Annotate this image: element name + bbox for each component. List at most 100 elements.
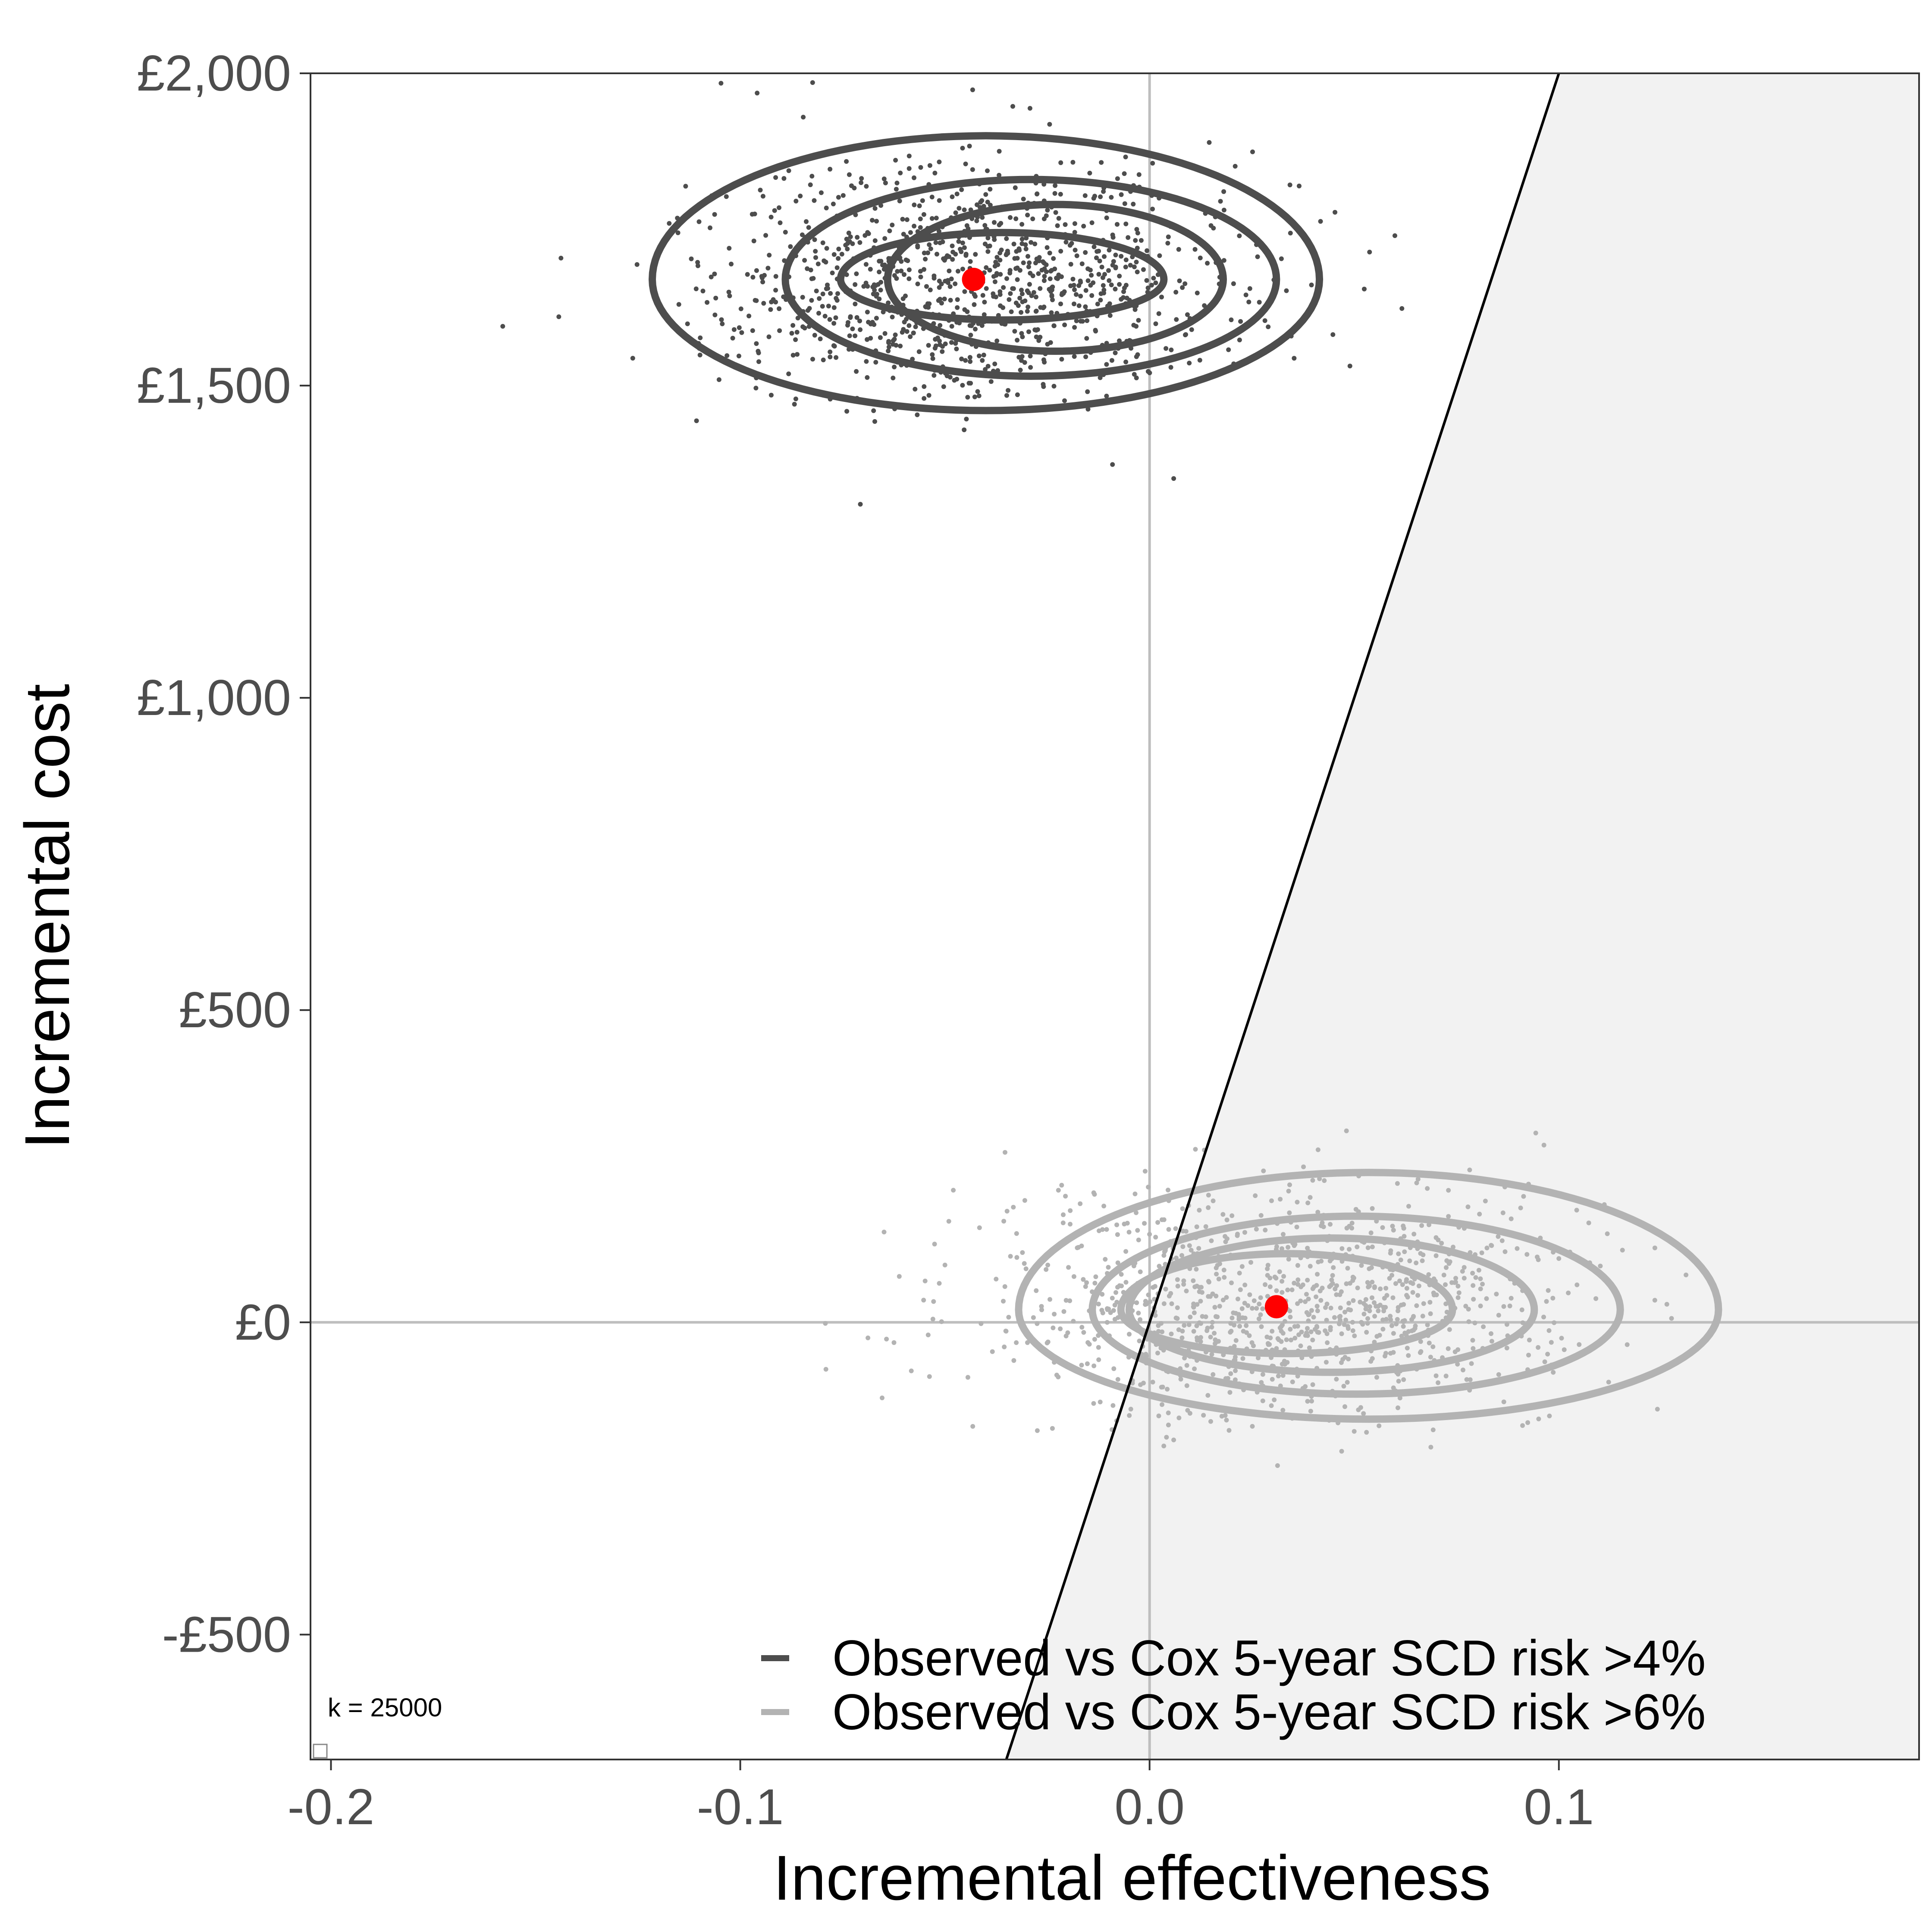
scatter-point (1284, 288, 1289, 293)
scatter-point (1147, 1232, 1152, 1237)
scatter-point (1262, 318, 1267, 323)
scatter-point (1410, 1290, 1415, 1295)
scatter-point (1208, 1419, 1213, 1424)
scatter-point (1240, 1356, 1245, 1361)
scatter-point (1344, 1281, 1349, 1286)
scatter-point (1308, 1329, 1314, 1334)
scatter-point (1072, 287, 1077, 292)
scatter-point (1028, 354, 1033, 359)
scatter-point (1166, 1188, 1170, 1192)
scatter-point (970, 87, 975, 92)
scatter-point (1001, 1219, 1007, 1224)
scatter-point (988, 379, 994, 384)
scatter-point (1166, 1410, 1171, 1415)
scatter-point (1104, 1227, 1109, 1232)
scatter-point (937, 160, 942, 164)
scatter-point (997, 289, 1003, 294)
scatter-point (1019, 292, 1025, 296)
scatter-point (849, 183, 854, 188)
scatter-point (932, 273, 937, 279)
scatter-point (977, 353, 982, 358)
scatter-point (1308, 1408, 1313, 1414)
scatter-point (768, 214, 774, 220)
scatter-point (1128, 1407, 1133, 1411)
scatter-point (1000, 305, 1006, 310)
scatter-point (1161, 1217, 1167, 1222)
scatter-point (1004, 393, 1009, 398)
scatter-point (862, 233, 868, 238)
scatter-point (1099, 264, 1104, 270)
scatter-point (991, 274, 996, 279)
scatter-point (1428, 1311, 1433, 1316)
scatter-point (1034, 308, 1039, 314)
scatter-point (1058, 249, 1063, 254)
scatter-point (1011, 1358, 1016, 1363)
scatter-point (1131, 201, 1136, 207)
scatter-point (1279, 1339, 1284, 1344)
scatter-point (886, 345, 891, 350)
scatter-point (1004, 236, 1009, 241)
scatter-point (1478, 1303, 1483, 1308)
scatter-point (760, 279, 765, 285)
scatter-point (1096, 1357, 1101, 1362)
scatter-point (1135, 270, 1140, 275)
scatter-point (1426, 1272, 1431, 1277)
scatter-point (1479, 1250, 1484, 1255)
scatter-point (1221, 258, 1226, 263)
y-tick-label: £2,000 (137, 45, 291, 101)
scatter-point (873, 360, 878, 365)
scatter-point (1079, 1325, 1085, 1330)
scatter-point (1431, 1290, 1436, 1295)
scatter-point (1292, 1324, 1297, 1329)
scatter-point (1283, 1319, 1287, 1324)
scatter-point (1402, 1234, 1407, 1239)
scatter-point (1518, 1205, 1523, 1211)
scatter-point (1324, 1317, 1329, 1323)
scatter-point (956, 269, 960, 274)
scatter-point (832, 344, 837, 349)
scatter-point (820, 304, 825, 309)
scatter-point (1035, 191, 1040, 196)
scatter-point (922, 1278, 928, 1283)
scatter-point (1136, 1237, 1141, 1242)
scatter-point (1089, 273, 1094, 278)
scatter-point (1208, 1334, 1213, 1339)
scatter-point (1110, 462, 1115, 467)
scatter-point (1226, 1428, 1232, 1433)
scatter-point (894, 187, 899, 192)
scatter-point (959, 356, 964, 361)
scatter-point (1053, 183, 1058, 188)
scatter-point (981, 352, 986, 358)
scatter-point (1542, 1359, 1547, 1364)
scatter-point (1337, 1314, 1342, 1320)
scatter-point (1111, 259, 1116, 264)
scatter-point (960, 267, 965, 272)
scatter-point (886, 300, 891, 305)
scatter-point (945, 253, 950, 258)
scatter-point (1009, 309, 1014, 314)
y-tick-label: -£500 (162, 1606, 291, 1662)
scatter-point (1391, 1350, 1396, 1355)
scatter-point (1295, 1301, 1300, 1306)
scatter-point (1265, 1263, 1270, 1268)
scatter-point (980, 215, 985, 220)
scatter-point (824, 246, 829, 251)
scatter-point (1041, 384, 1046, 389)
scatter-point (759, 274, 764, 279)
scatter-point (946, 1219, 951, 1224)
scatter-point (1367, 1308, 1372, 1314)
scatter-point (1044, 1340, 1050, 1346)
scatter-point (1134, 260, 1139, 265)
scatter-point (1345, 1380, 1350, 1385)
scatter-point (1187, 361, 1192, 366)
scatter-point (1106, 268, 1111, 273)
scatter-point (897, 198, 902, 204)
scatter-point (1489, 1339, 1494, 1344)
scatter-point (1044, 245, 1050, 250)
scatter-point (1229, 1329, 1234, 1334)
scatter-point (1177, 278, 1182, 283)
scatter-point (823, 1367, 828, 1372)
scatter-point (756, 359, 761, 364)
contour-series-1-level-1 (649, 132, 1324, 414)
scatter-point (940, 349, 945, 354)
